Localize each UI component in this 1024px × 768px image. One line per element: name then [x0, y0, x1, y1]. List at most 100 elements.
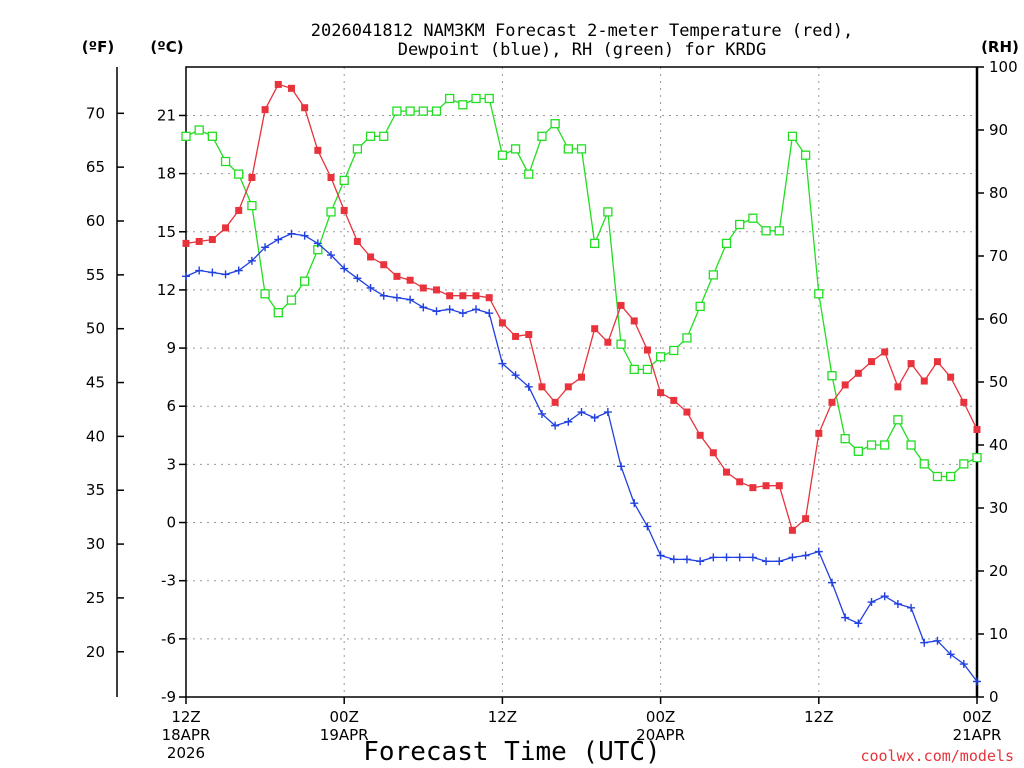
- fahrenheit-tick-label: 25: [86, 589, 105, 607]
- data-point-temperature: [380, 261, 388, 269]
- data-point-temperature: [802, 515, 810, 523]
- rh-tick-label: 100: [989, 58, 1018, 76]
- celsius-tick-label: 3: [166, 455, 176, 473]
- data-point-dewpoint: [313, 239, 322, 248]
- data-point-dewpoint: [907, 603, 916, 612]
- data-point-temperature: [604, 338, 612, 346]
- data-point-rh: [708, 270, 718, 280]
- data-point-rh: [590, 238, 600, 249]
- data-point-temperature: [287, 84, 295, 92]
- fahrenheit-unit-label: (ºF): [82, 38, 114, 56]
- data-point-temperature: [657, 389, 665, 397]
- data-point-rh: [181, 131, 191, 141]
- data-point-temperature: [419, 284, 427, 292]
- data-point-rh: [827, 371, 837, 381]
- rh-tick-label: 70: [989, 247, 1008, 265]
- data-point-temperature: [591, 325, 599, 333]
- data-point-dewpoint: [656, 551, 665, 560]
- data-point-dewpoint: [709, 553, 718, 562]
- data-point-dewpoint: [247, 256, 256, 265]
- data-point-temperature: [551, 398, 559, 406]
- data-point-temperature: [894, 383, 902, 391]
- data-point-rh: [721, 238, 732, 249]
- data-point-dewpoint: [353, 274, 362, 283]
- data-point-dewpoint: [775, 557, 784, 566]
- data-point-dewpoint: [696, 557, 705, 566]
- data-point-rh: [365, 131, 376, 141]
- data-point-dewpoint: [182, 272, 190, 281]
- time-tick-date-label: 21APR: [953, 726, 1002, 744]
- data-point-temperature: [736, 478, 744, 486]
- grid-lines: [186, 67, 977, 697]
- data-point-temperature: [525, 331, 533, 339]
- series-line-rh: [185, 97, 978, 478]
- rh-tick-label: 30: [989, 499, 1008, 517]
- data-point-temperature: [446, 292, 454, 300]
- data-point-rh: [405, 106, 415, 116]
- data-point-dewpoint: [300, 231, 309, 240]
- data-point-dewpoint: [366, 283, 375, 292]
- data-point-dewpoint: [261, 243, 270, 252]
- data-point-rh: [299, 276, 310, 286]
- chart-title-line-2: Dewpoint (blue), RH (green) for KRDG: [398, 40, 766, 60]
- data-point-temperature: [498, 319, 506, 327]
- data-point-temperature: [775, 482, 783, 490]
- data-point-temperature: [274, 80, 282, 88]
- data-point-temperature: [933, 358, 941, 366]
- data-point-dewpoint: [340, 264, 349, 273]
- time-tick-label: 00Z: [962, 708, 991, 726]
- data-point-temperature: [828, 398, 836, 406]
- data-point-temperature: [432, 286, 440, 294]
- data-point-temperature: [261, 106, 269, 114]
- data-point-rh: [932, 471, 943, 482]
- data-point-rh: [972, 452, 982, 463]
- series-rh: [181, 93, 982, 482]
- series-line-dewpoint: [185, 233, 978, 682]
- data-point-rh: [919, 459, 929, 469]
- data-point-dewpoint: [933, 636, 942, 645]
- time-tick-label: 00Z: [646, 708, 675, 726]
- credit-link[interactable]: coolwx.com/models: [860, 747, 1014, 765]
- data-point-temperature: [393, 272, 401, 280]
- fahrenheit-tick-label: 60: [86, 212, 105, 230]
- data-point-dewpoint: [735, 553, 744, 562]
- data-point-temperature: [907, 360, 915, 368]
- data-point-dewpoint: [590, 413, 599, 422]
- data-point-rh: [616, 339, 626, 349]
- rh-tick-label: 10: [989, 625, 1008, 643]
- data-point-dewpoint: [458, 309, 467, 318]
- data-point-dewpoint: [406, 295, 415, 304]
- data-point-dewpoint: [445, 305, 454, 314]
- data-point-temperature: [683, 408, 691, 416]
- data-point-rh: [695, 301, 705, 312]
- data-point-rh: [260, 289, 270, 299]
- data-point-temperature: [920, 377, 928, 385]
- data-point-temperature: [459, 292, 467, 300]
- data-point-rh: [761, 226, 771, 236]
- data-point-rh: [655, 352, 666, 362]
- data-point-dewpoint: [208, 268, 217, 277]
- data-point-rh: [273, 308, 283, 318]
- data-point-temperature: [195, 237, 203, 245]
- data-point-rh: [326, 207, 336, 217]
- data-point-temperature: [670, 396, 678, 404]
- data-point-rh: [550, 119, 560, 129]
- data-point-temperature: [406, 276, 414, 284]
- data-point-rh: [537, 131, 547, 141]
- data-point-rh: [418, 106, 428, 116]
- data-point-dewpoint: [920, 638, 929, 647]
- data-point-dewpoint: [221, 270, 230, 279]
- data-point-temperature: [854, 369, 862, 377]
- data-point-dewpoint: [854, 619, 863, 628]
- data-point-temperature: [723, 468, 731, 476]
- data-point-rh: [603, 207, 613, 217]
- data-point-dewpoint: [762, 557, 771, 566]
- data-point-temperature: [314, 146, 322, 154]
- data-point-rh: [510, 144, 521, 154]
- data-point-rh: [945, 471, 956, 482]
- celsius-tick-label: -6: [161, 630, 176, 648]
- data-point-rh: [814, 289, 824, 299]
- data-point-dewpoint: [827, 578, 836, 587]
